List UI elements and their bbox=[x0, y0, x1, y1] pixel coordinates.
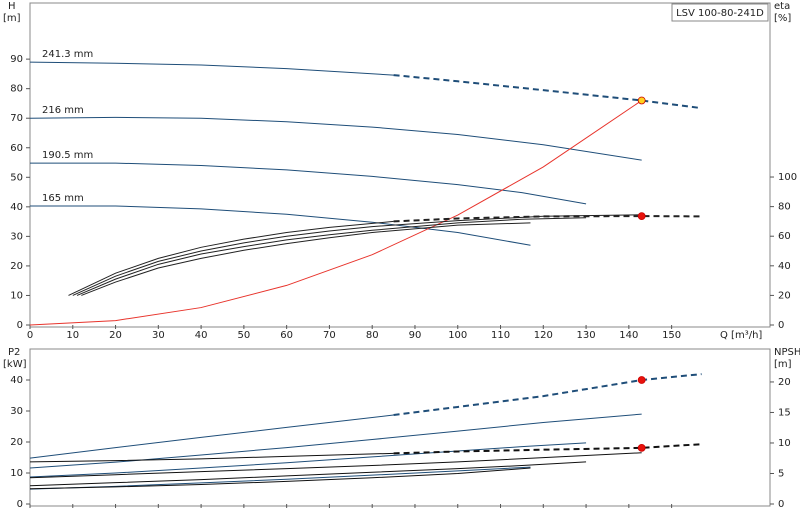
x-tick-label: 0 bbox=[27, 330, 33, 341]
x-tick-label: 150 bbox=[662, 330, 681, 341]
duty-point bbox=[637, 96, 646, 105]
curve bbox=[30, 205, 531, 246]
x-axis-label: Q [m³/h] bbox=[720, 330, 762, 341]
duty-point bbox=[637, 376, 646, 384]
curve bbox=[393, 215, 702, 223]
y-axis-unit: [kW] bbox=[3, 359, 27, 370]
curve-label: 216 mm bbox=[42, 105, 84, 116]
y-tick-label: 80 bbox=[10, 84, 23, 95]
y2-tick-label: 100 bbox=[778, 172, 797, 183]
duty-point bbox=[637, 443, 646, 452]
plot-frame bbox=[29, 2, 771, 328]
y2-axis-unit: [%] bbox=[774, 13, 791, 24]
y-tick-label: 10 bbox=[10, 290, 23, 301]
curve bbox=[68, 220, 394, 296]
curve-label: 241.3 mm bbox=[42, 49, 93, 60]
y2-tick-label: 0 bbox=[778, 499, 784, 510]
curve bbox=[29, 442, 587, 478]
y2-tick-label: 0 bbox=[778, 320, 784, 331]
y-tick-label: 30 bbox=[10, 231, 23, 242]
y-tick-label: 70 bbox=[10, 113, 23, 124]
curve bbox=[29, 452, 394, 463]
y-tick-label: 30 bbox=[10, 406, 23, 417]
duty-point bbox=[637, 212, 646, 220]
curve bbox=[29, 61, 394, 76]
x-tick-label: 60 bbox=[280, 330, 293, 341]
x-tick-label: 40 bbox=[195, 330, 208, 341]
plot-frame bbox=[29, 348, 771, 507]
y2-axis-label: NPSH bbox=[774, 347, 800, 358]
y2-tick-label: 20 bbox=[778, 377, 791, 388]
curve-label: 190.5 mm bbox=[42, 150, 93, 161]
x-tick-label: 80 bbox=[366, 330, 379, 341]
curve bbox=[72, 214, 642, 296]
y2-tick-label: 5 bbox=[778, 468, 784, 479]
y-tick-label: 0 bbox=[17, 499, 23, 510]
curve bbox=[29, 413, 642, 469]
y-axis-label: H bbox=[8, 1, 16, 12]
model-name: LSV 100-80-241D bbox=[676, 8, 764, 19]
y-tick-label: 50 bbox=[10, 172, 23, 183]
curve bbox=[393, 443, 702, 455]
x-tick-label: 50 bbox=[238, 330, 251, 341]
curve bbox=[393, 373, 702, 417]
curve-label: 165 mm bbox=[42, 193, 84, 204]
y-tick-label: 60 bbox=[10, 143, 23, 154]
y2-tick-label: 15 bbox=[778, 407, 791, 418]
x-tick-label: 90 bbox=[409, 330, 422, 341]
x-tick-label: 120 bbox=[534, 330, 553, 341]
curve bbox=[30, 162, 587, 205]
y-tick-label: 20 bbox=[10, 261, 23, 272]
curve bbox=[393, 74, 702, 110]
y-tick-label: 0 bbox=[17, 320, 23, 331]
curve bbox=[29, 414, 394, 459]
x-tick-label: 100 bbox=[448, 330, 467, 341]
x-tick-label: 20 bbox=[109, 330, 122, 341]
y-tick-label: 20 bbox=[10, 437, 23, 448]
y-axis-unit: [m] bbox=[3, 13, 21, 24]
curve bbox=[29, 100, 642, 326]
x-tick-label: 140 bbox=[619, 330, 638, 341]
x-tick-label: 10 bbox=[66, 330, 79, 341]
y-tick-label: 10 bbox=[10, 468, 23, 479]
y2-tick-label: 80 bbox=[778, 202, 791, 213]
x-tick-label: 110 bbox=[491, 330, 510, 341]
y-tick-label: 90 bbox=[10, 54, 23, 65]
curve bbox=[29, 467, 531, 490]
x-tick-label: 130 bbox=[577, 330, 596, 341]
curve bbox=[29, 466, 531, 490]
x-tick-label: 30 bbox=[152, 330, 165, 341]
curve bbox=[29, 116, 642, 161]
y-axis-label: P2 bbox=[8, 347, 20, 358]
y-tick-label: 40 bbox=[10, 202, 23, 213]
x-tick-label: 70 bbox=[323, 330, 336, 341]
y-tick-label: 40 bbox=[10, 375, 23, 386]
model-box bbox=[671, 3, 769, 22]
curve bbox=[29, 461, 587, 487]
y2-tick-label: 60 bbox=[778, 231, 791, 242]
y2-tick-label: 10 bbox=[778, 438, 791, 449]
curve bbox=[76, 217, 587, 296]
y2-axis-label: eta bbox=[774, 1, 790, 12]
curve bbox=[81, 222, 531, 296]
y2-axis-unit: [m] bbox=[774, 359, 792, 370]
y2-tick-label: 40 bbox=[778, 261, 791, 272]
curve bbox=[29, 452, 642, 479]
y2-tick-label: 20 bbox=[778, 290, 791, 301]
